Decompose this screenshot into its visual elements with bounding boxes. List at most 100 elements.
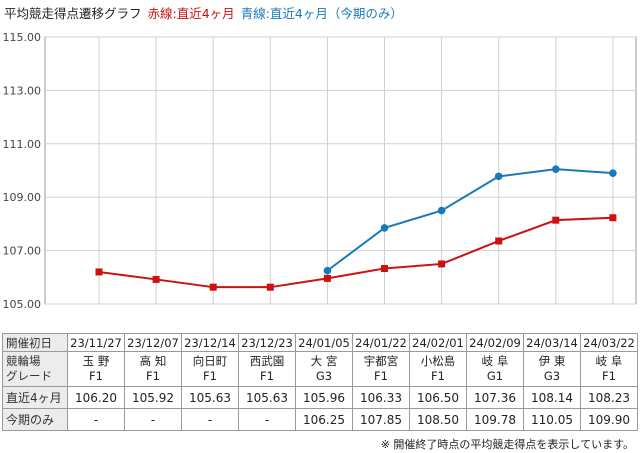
venue-cell: 玉 野 F1 (67, 351, 125, 387)
series-2-point (494, 172, 503, 181)
series-2-point (437, 206, 446, 215)
series-line-1 (98, 216, 613, 289)
series-2-point (323, 266, 332, 275)
recent-score-cell: 106.50 (409, 386, 467, 409)
season-score-cell: 110.05 (523, 408, 581, 431)
season-score-cell: 106.25 (295, 408, 353, 431)
season-score-cell: 107.85 (352, 408, 410, 431)
date-cell: 23/12/23 (238, 333, 296, 352)
grade-label: F1 (374, 369, 388, 383)
venue-name: 宇都宮 (363, 354, 399, 368)
season-score-cell: - (181, 408, 239, 431)
chart-title: 平均競走得点遷移グラフ 赤線:直近4ヶ月 青線:直近4ヶ月（今期のみ） (4, 3, 403, 22)
season-score-cell: 108.50 (409, 408, 467, 431)
table-row-venue: 競輪場 グレード玉 野 F1 高 知 F1 向日町 F1 西武園 F1 大 宮 G3 宇都宮 F1 小松島… (2, 351, 638, 387)
recent-score-cell: 105.92 (124, 386, 182, 409)
series-1-point (95, 268, 103, 276)
date-cell: 23/12/14 (181, 333, 239, 352)
blue-line-legend: 青線:直近4ヶ月（今期のみ） (240, 6, 403, 21)
data-table: 開催初日 23/11/27 23/12/07 23/12/14 23/12/23 24/0… (2, 333, 638, 431)
table-row-season: 今期のみ - - - -106.25 107.85 108.50 109.78 110.05 10… (2, 408, 638, 431)
series-1-point (323, 274, 331, 282)
recent-score-cell: 105.96 (295, 386, 353, 409)
line-chart: 115.00 113.00 111.00 109.00 107.00 105.00 (3, 31, 637, 311)
season-score-cell: - (124, 408, 182, 431)
venue-name: 伊 東 (538, 354, 566, 368)
grade-label: F1 (203, 369, 217, 383)
date-cell: 24/03/14 (523, 333, 581, 352)
footnote: ※ 開催終了時点の平均競走得点を表示しています。 (380, 438, 634, 451)
venue-cell: 大 宮 G3 (295, 351, 353, 387)
series-1-point (609, 214, 617, 222)
grade-label: G3 (543, 369, 561, 383)
series-2-point (552, 165, 560, 173)
series-1-point (552, 216, 560, 224)
venue-cell: 岐 阜 G1 (466, 351, 524, 387)
venue-name: 西武園 (249, 354, 285, 368)
grade-label: F1 (431, 369, 445, 383)
y-tick-label: 111.00 (3, 138, 42, 151)
venue-name: 向日町 (192, 354, 228, 368)
y-tick-label: 105.00 (3, 298, 42, 311)
date-cell: 24/01/05 (295, 333, 353, 352)
table-row-dates: 開催初日 23/11/27 23/12/07 23/12/14 23/12/23 24/0… (2, 333, 638, 352)
venue-name: 高 知 (139, 354, 167, 368)
venue-name: 岐 阜 (481, 354, 509, 368)
row-header-date: 開催初日 (2, 333, 68, 352)
row-header-recent: 直近4ヶ月 (2, 386, 68, 409)
row-header-venue-label: 競輪場 (6, 354, 41, 368)
venue-cell: 高 知 F1 (124, 351, 182, 387)
recent-score-cell: 105.63 (238, 386, 296, 409)
season-score-cell: 109.78 (466, 408, 524, 431)
y-tick-label: 115.00 (3, 31, 42, 44)
series-1-point (495, 237, 503, 245)
series-1-point (209, 283, 217, 291)
y-tick-label: 107.00 (3, 245, 42, 258)
season-score-cell: - (238, 408, 296, 431)
venue-cell: 小松島 F1 (409, 351, 467, 387)
series-2-point (609, 169, 617, 177)
recent-score-cell: 108.23 (580, 386, 638, 409)
recent-score-cell: 107.36 (466, 386, 524, 409)
grade-label: F1 (260, 369, 274, 383)
venue-name: 大 宮 (310, 354, 338, 368)
grade-label: F1 (602, 369, 616, 383)
recent-score-cell: 108.14 (523, 386, 581, 409)
venue-cell: 向日町 F1 (181, 351, 239, 387)
date-cell: 24/02/09 (466, 333, 524, 352)
row-header-season: 今期のみ (2, 408, 68, 431)
recent-score-cell: 106.20 (67, 386, 125, 409)
venue-cell: 伊 東 G3 (523, 351, 581, 387)
venue-name: 玉 野 (82, 354, 110, 368)
date-cell: 23/11/27 (67, 333, 125, 352)
venue-cell: 西武園 F1 (238, 351, 296, 387)
venue-name: 岐 阜 (595, 354, 623, 368)
row-header-grade-label: グレード (6, 369, 52, 383)
recent-score-cell: 106.33 (352, 386, 410, 409)
red-line-legend: 赤線:直近4ヶ月 (147, 6, 235, 21)
date-cell: 23/12/07 (124, 333, 182, 352)
row-header-venue: 競輪場 グレード (2, 351, 68, 387)
date-cell: 24/01/22 (352, 333, 410, 352)
recent-score-cell: 105.63 (181, 386, 239, 409)
series-1-point (266, 283, 274, 291)
table-row-recent: 直近4ヶ月 106.20 105.92 105.63 105.63 105.96 106.3… (2, 386, 638, 409)
venue-cell: 宇都宮 F1 (352, 351, 410, 387)
series-2-point (380, 224, 389, 232)
y-tick-label: 109.00 (3, 191, 42, 204)
venue-name: 小松島 (420, 354, 456, 368)
date-cell: 24/03/22 (580, 333, 638, 352)
season-score-cell: 109.90 (580, 408, 638, 431)
date-cell: 24/02/01 (409, 333, 467, 352)
y-tick-label: 113.00 (3, 84, 42, 97)
series-1-point (152, 275, 160, 283)
venue-cell: 岐 阜 F1 (580, 351, 638, 387)
series-1-point (381, 264, 388, 272)
season-score-cell: - (67, 408, 125, 431)
grade-label: G3 (315, 369, 333, 383)
series-line-2 (326, 168, 613, 272)
series-1-point (438, 260, 446, 268)
chart-title-main: 平均競走得点遷移グラフ (4, 6, 142, 21)
grade-label: F1 (89, 369, 103, 383)
grade-label: F1 (146, 369, 160, 383)
